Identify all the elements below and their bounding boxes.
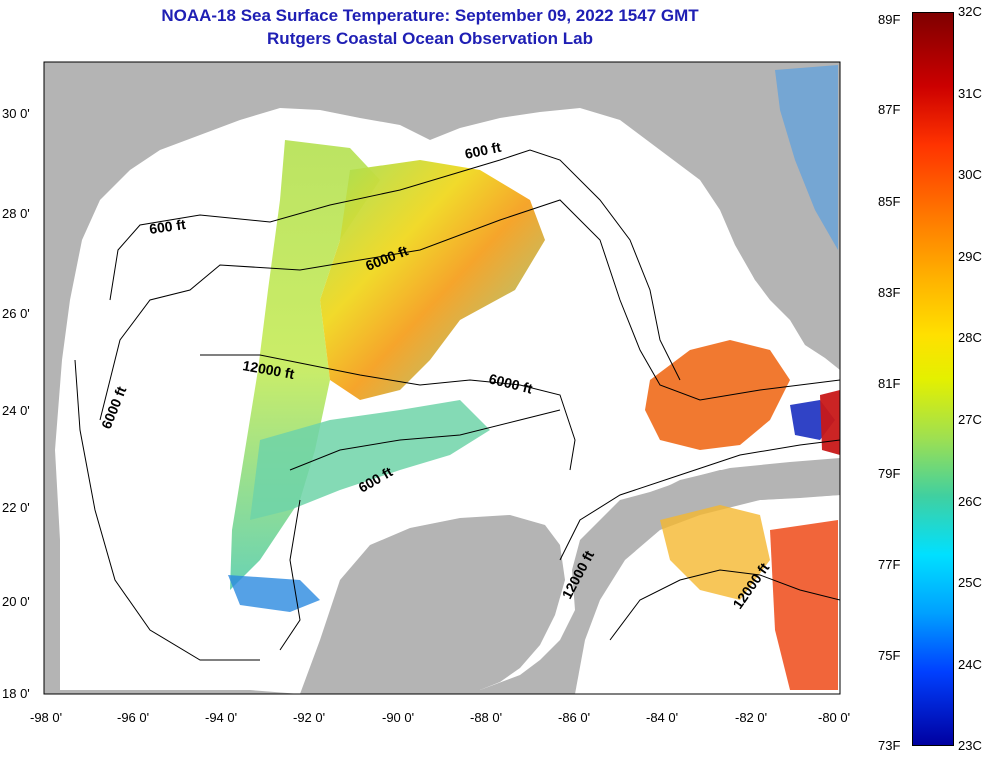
yucatan-peninsula	[300, 515, 565, 694]
contour-label-600ft-north: 600 ft	[463, 139, 502, 162]
cuba	[640, 458, 840, 520]
lon-tick-label: -82 0'	[735, 710, 767, 725]
contour-label-600ft-west: 600 ft	[148, 216, 187, 237]
colorbar-f-label: 75F	[878, 648, 901, 663]
colorbar-c-label: 30C	[958, 167, 982, 182]
lat-tick-label: 22 0'	[2, 500, 30, 515]
lon-tick-label: -98 0'	[30, 710, 62, 725]
colorbar-f-label: 73F	[878, 738, 901, 753]
lat-tick-label: 28 0'	[2, 206, 30, 221]
colorbar-c-label: 28C	[958, 330, 982, 345]
lon-tick-label: -96 0'	[117, 710, 149, 725]
lon-tick-label: -84 0'	[646, 710, 678, 725]
sst-patch-south-florida	[645, 340, 790, 450]
sst-patch-caribbean	[770, 520, 838, 690]
colorbar-c-label: 32C	[958, 4, 982, 19]
colorbar-c-label: 27C	[958, 412, 982, 427]
lon-tick-label: -90 0'	[382, 710, 414, 725]
colorbar-c-label: 31C	[958, 86, 982, 101]
lat-tick-label: 24 0'	[2, 403, 30, 418]
map-subtitle: Rutgers Coastal Ocean Observation Lab	[267, 29, 593, 48]
sst-patch-florida-atlantic	[775, 65, 838, 250]
longitude-axis: -98 0' -96 0' -94 0' -92 0' -90 0' -88 0…	[30, 710, 850, 725]
latitude-axis: 18 0' 20 0' 22 0' 24 0' 26 0' 28 0' 30 0…	[2, 106, 30, 701]
lon-tick-label: -80 0'	[818, 710, 850, 725]
sst-band-south	[250, 400, 490, 520]
colorbar-f-label: 85F	[878, 194, 901, 209]
map-frame	[43, 61, 841, 695]
lon-tick-label: -86 0'	[558, 710, 590, 725]
lat-tick-label: 20 0'	[2, 594, 30, 609]
map-title: NOAA-18 Sea Surface Temperature: Septemb…	[161, 6, 699, 25]
lat-tick-label: 26 0'	[2, 306, 30, 321]
colorbar-c-label: 23C	[958, 738, 982, 753]
sst-patch-caribbean-west	[660, 505, 770, 600]
colorbar-f-label: 79F	[878, 466, 901, 481]
colorbar-c-label: 25C	[958, 575, 982, 590]
colorbar-c-label: 26C	[958, 494, 982, 509]
colorbar-f-label: 89F	[878, 12, 901, 27]
colorbar-f-label: 83F	[878, 285, 901, 300]
temperature-colorbar	[912, 12, 954, 746]
colorbar-f-label: 87F	[878, 102, 901, 117]
lat-tick-label: 30 0'	[2, 106, 30, 121]
bathymetry-contours	[74, 149, 840, 661]
colorbar-f-label: 77F	[878, 557, 901, 572]
lat-tick-label: 18 0'	[2, 686, 30, 701]
colorbar-c-label: 29C	[958, 249, 982, 264]
lon-tick-label: -92 0'	[293, 710, 325, 725]
colorbar-f-label: 81F	[878, 376, 901, 391]
colorbar-c-label: 24C	[958, 657, 982, 672]
lon-tick-label: -88 0'	[470, 710, 502, 725]
lon-tick-label: -94 0'	[205, 710, 237, 725]
sst-patch-warm-keys	[820, 390, 840, 455]
sst-swath-central	[320, 160, 545, 400]
